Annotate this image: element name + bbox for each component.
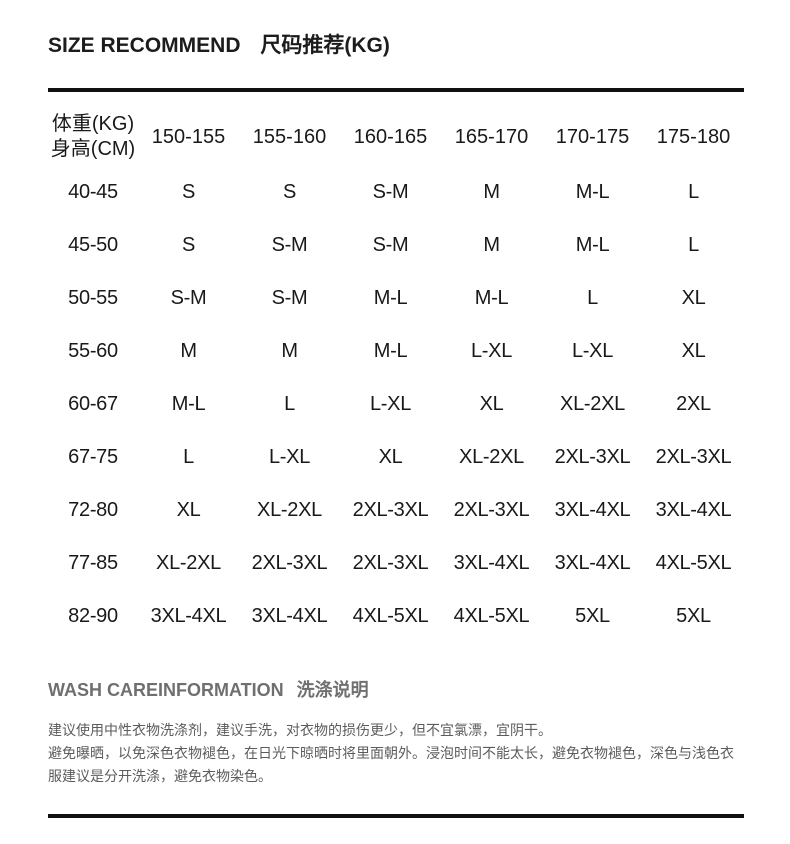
size-cell: M-L <box>575 234 610 256</box>
table-header-row: 体重(KG) 身高(CM) 150-155 155-160 160-165 16… <box>48 108 744 166</box>
table-row: 60-67 M-L L L-XL XL XL-2XL 2XL <box>48 378 744 431</box>
size-cell: M-L <box>171 393 206 415</box>
size-cell: S-M <box>372 234 409 256</box>
row-weight-label: 72-80 <box>68 499 118 521</box>
size-cell: M <box>180 340 197 362</box>
size-cell: L-XL <box>470 340 513 362</box>
size-cell: L <box>688 181 699 203</box>
size-cell: 4XL-5XL <box>352 605 429 627</box>
size-cell: 4XL-5XL <box>655 552 732 574</box>
size-cell: L-XL <box>369 393 412 415</box>
column-header-150-155: 150-155 <box>151 125 226 148</box>
corner-height-label: 身高(CM) <box>50 138 136 160</box>
size-cell: 5XL <box>676 605 711 627</box>
size-cell: 3XL-4XL <box>251 605 328 627</box>
column-header-165-170: 165-170 <box>454 125 529 148</box>
row-weight-label: 45-50 <box>68 234 118 256</box>
size-cell: M <box>483 234 500 256</box>
wash-title-en: WASH CAREINFORMATION <box>48 680 284 700</box>
corner-header: 体重(KG) 身高(CM) <box>48 108 138 166</box>
size-cell: 2XL-3XL <box>352 499 429 521</box>
table-row: 40-45 S S S-M M M-L L <box>48 166 744 219</box>
size-cell: M <box>281 340 298 362</box>
wash-section-title: WASH CAREINFORMATION 洗涤说明 <box>48 679 744 701</box>
size-cell: 2XL-3XL <box>453 499 530 521</box>
column-header-155-160: 155-160 <box>252 125 327 148</box>
size-cell: XL <box>378 446 403 468</box>
size-cell: XL-2XL <box>459 446 524 468</box>
size-cell: 2XL-3XL <box>554 446 631 468</box>
size-cell: XL <box>681 287 706 309</box>
row-weight-label: 50-55 <box>68 287 118 309</box>
row-weight-label: 82-90 <box>68 605 118 627</box>
table-row: 67-75 L L-XL XL XL-2XL 2XL-3XL 2XL-3XL <box>48 431 744 484</box>
size-section-title: SIZE RECOMMEND 尺码推荐(KG) <box>48 0 744 59</box>
size-cell: 3XL-4XL <box>655 499 732 521</box>
size-cell: 3XL-4XL <box>554 552 631 574</box>
care-line: 建议使用中性衣物洗涤剂，建议手洗，对衣物的损伤更少，但不宜氯漂，宜阴干。 <box>48 722 552 738</box>
table-row: 45-50 S S-M S-M M M-L L <box>48 219 744 272</box>
size-cell: L <box>688 234 699 256</box>
size-cell: M-L <box>474 287 509 309</box>
size-cell: XL <box>479 393 504 415</box>
column-header-160-165: 160-165 <box>353 125 428 148</box>
size-title-en: SIZE RECOMMEND <box>48 34 241 57</box>
size-cell: L <box>284 393 295 415</box>
size-cell: S <box>181 181 196 203</box>
care-instructions: 建议使用中性衣物洗涤剂，建议手洗，对衣物的损伤更少，但不宜氯漂，宜阴干。 避免曝… <box>48 719 744 788</box>
corner-weight-label: 体重(KG) <box>51 113 135 135</box>
size-cell: S-M <box>271 287 308 309</box>
size-cell: 5XL <box>575 605 610 627</box>
bottom-divider <box>48 814 744 818</box>
table-row: 72-80 XL XL-2XL 2XL-3XL 2XL-3XL 3XL-4XL … <box>48 484 744 537</box>
table-row: 50-55 S-M S-M M-L M-L L XL <box>48 272 744 325</box>
size-cell: XL-2XL <box>560 393 625 415</box>
size-cell: M-L <box>373 340 408 362</box>
table-row: 82-90 3XL-4XL 3XL-4XL 4XL-5XL 4XL-5XL 5X… <box>48 590 744 643</box>
column-header-170-175: 170-175 <box>555 125 630 148</box>
column-header-175-180: 175-180 <box>656 125 731 148</box>
size-cell: L <box>183 446 194 468</box>
size-cell: L <box>587 287 598 309</box>
size-cell: M-L <box>575 181 610 203</box>
size-cell: XL <box>681 340 706 362</box>
size-cell: 2XL <box>676 393 711 415</box>
size-title-zh: 尺码推荐(KG) <box>260 34 390 57</box>
size-cell: 4XL-5XL <box>453 605 530 627</box>
size-cell: S-M <box>170 287 207 309</box>
size-cell: 3XL-4XL <box>453 552 530 574</box>
size-cell: S-M <box>271 234 308 256</box>
size-cell: XL <box>176 499 201 521</box>
size-cell: 2XL-3XL <box>655 446 732 468</box>
row-weight-label: 40-45 <box>68 181 118 203</box>
care-line: 避免曝晒，以免深色衣物褪色，在日光下晾晒时将里面朝外。浸泡时间不能太长，避免衣物… <box>48 745 734 761</box>
row-weight-label: 55-60 <box>68 340 118 362</box>
row-weight-label: 60-67 <box>68 393 118 415</box>
size-cell: XL-2XL <box>257 499 322 521</box>
table-row: 77-85 XL-2XL 2XL-3XL 2XL-3XL 3XL-4XL 3XL… <box>48 537 744 590</box>
row-weight-label: 67-75 <box>68 446 118 468</box>
top-divider <box>48 88 744 92</box>
size-cell: XL-2XL <box>156 552 221 574</box>
size-cell: 3XL-4XL <box>150 605 227 627</box>
size-cell: L-XL <box>571 340 614 362</box>
size-cell: M <box>483 181 500 203</box>
size-table: 体重(KG) 身高(CM) 150-155 155-160 160-165 16… <box>48 108 744 643</box>
size-cell: 2XL-3XL <box>352 552 429 574</box>
size-cell: L-XL <box>268 446 311 468</box>
row-weight-label: 77-85 <box>68 552 118 574</box>
size-cell: S <box>282 181 297 203</box>
size-cell: S-M <box>372 181 409 203</box>
care-line: 服建议是分开洗涤，避免衣物染色。 <box>48 768 272 784</box>
table-row: 55-60 M M M-L L-XL L-XL XL <box>48 325 744 378</box>
size-cell: S <box>181 234 196 256</box>
wash-title-zh: 洗涤说明 <box>296 680 369 700</box>
size-cell: M-L <box>373 287 408 309</box>
size-cell: 2XL-3XL <box>251 552 328 574</box>
size-cell: 3XL-4XL <box>554 499 631 521</box>
